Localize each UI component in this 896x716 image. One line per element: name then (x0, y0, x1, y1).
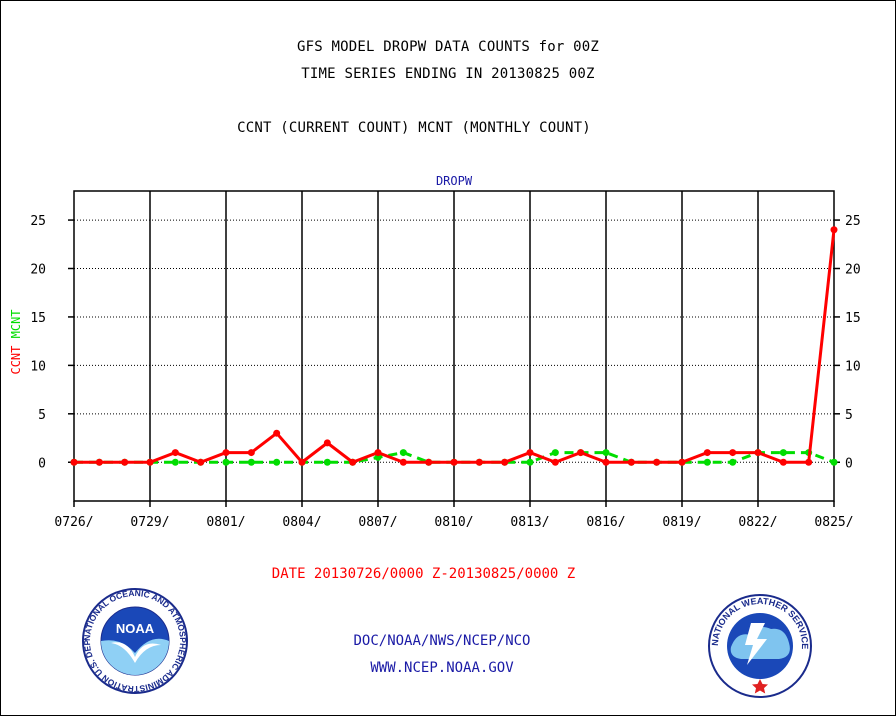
x-tick-label: 0729/ (130, 515, 169, 530)
data-point-ccnt (425, 458, 433, 466)
noaa-logo-icon: NATIONAL OCEANIC AND ATMOSPHERIC ADMINIS… (81, 587, 188, 694)
x-tick-label: 0810/ (434, 515, 473, 530)
data-point-mcnt (323, 458, 331, 466)
nws-logo-icon: NATIONAL WEATHER SERVICE (708, 594, 812, 698)
x-tick-label: 0819/ (662, 515, 701, 530)
data-point-ccnt (197, 458, 205, 466)
data-point-ccnt (551, 458, 559, 466)
data-point-mcnt (526, 458, 534, 466)
data-point-ccnt (349, 458, 357, 466)
data-point-ccnt (754, 449, 762, 457)
noaa-logo-text: NOAA (116, 621, 155, 636)
data-point-ccnt (95, 458, 103, 466)
data-point-ccnt (577, 449, 585, 457)
x-tick-label: 0804/ (282, 515, 321, 530)
y-tick-label: 5 (38, 408, 46, 423)
y-tick-label: 25 (30, 214, 46, 229)
y-tick-label: 10 (30, 359, 46, 374)
data-point-ccnt (450, 458, 458, 466)
data-point-ccnt (247, 449, 255, 457)
data-point-ccnt (323, 439, 331, 447)
y-tick-label-right: 20 (845, 263, 861, 278)
data-point-ccnt (602, 458, 610, 466)
data-point-ccnt (830, 226, 838, 234)
data-point-mcnt (602, 449, 610, 457)
data-point-mcnt (779, 449, 787, 457)
y-axis-label-part: MCNT (9, 309, 23, 345)
x-tick-label: 0801/ (206, 515, 245, 530)
data-point-ccnt (678, 458, 686, 466)
data-point-mcnt (222, 458, 230, 466)
data-point-ccnt (374, 449, 382, 457)
line-chart: 0726/0729/0801/0804/0807/0810/0813/0816/… (9, 174, 861, 530)
chart-title-line-1: GFS MODEL DROPW DATA COUNTS for 00Z (296, 39, 599, 55)
data-point-mcnt (247, 458, 255, 466)
data-point-ccnt (399, 458, 407, 466)
data-point-mcnt (551, 449, 559, 457)
y-axis-label: CCNT MCNT (9, 309, 23, 374)
data-point-ccnt (703, 449, 711, 457)
data-point-mcnt (171, 458, 179, 466)
chart-title: DROPW (436, 174, 473, 188)
y-tick-label-right: 0 (845, 456, 853, 471)
x-tick-label: 0807/ (358, 515, 397, 530)
data-point-mcnt (830, 458, 838, 466)
date-range-label: DATE 20130726/0000 Z-20130825/0000 Z (271, 566, 576, 582)
chart-legend-description: CCNT (CURRENT COUNT) MCNT (MONTHLY COUNT… (237, 120, 591, 136)
y-tick-label-right: 25 (845, 214, 861, 229)
y-tick-label-right: 10 (845, 359, 861, 374)
data-point-ccnt (171, 449, 179, 457)
y-tick-label-right: 5 (845, 408, 853, 423)
y-tick-label: 0 (38, 456, 46, 471)
x-tick-label: 0813/ (510, 515, 549, 530)
data-point-ccnt (627, 458, 635, 466)
data-point-ccnt (273, 429, 281, 437)
data-point-ccnt (146, 458, 154, 466)
y-tick-label: 20 (30, 263, 46, 278)
data-point-mcnt (399, 449, 407, 457)
data-point-ccnt (779, 458, 787, 466)
x-tick-label: 0816/ (586, 515, 625, 530)
y-axis-label-part: CCNT (9, 346, 23, 375)
data-point-mcnt (729, 458, 737, 466)
data-point-ccnt (805, 458, 813, 466)
x-tick-label: 0726/ (54, 515, 93, 530)
data-point-ccnt (526, 449, 534, 457)
data-point-ccnt (121, 458, 129, 466)
data-point-ccnt (298, 458, 306, 466)
data-point-ccnt (501, 458, 509, 466)
data-point-ccnt (475, 458, 483, 466)
x-tick-label: 0825/ (814, 515, 853, 530)
data-point-ccnt (222, 449, 230, 457)
x-tick-label: 0822/ (738, 515, 777, 530)
y-tick-label-right: 15 (845, 311, 861, 326)
data-point-mcnt (273, 458, 281, 466)
data-point-ccnt (729, 449, 737, 457)
data-point-mcnt (374, 453, 382, 461)
data-point-ccnt (70, 458, 78, 466)
credit-line-1: DOC/NOAA/NWS/NCEP/NCO (353, 633, 531, 649)
chart-title-line-2: TIME SERIES ENDING IN 20130825 00Z (301, 66, 595, 82)
data-point-mcnt (703, 458, 711, 466)
credit-line-2: WWW.NCEP.NOAA.GOV (370, 660, 514, 676)
data-point-ccnt (653, 458, 661, 466)
y-tick-label: 15 (30, 311, 46, 326)
